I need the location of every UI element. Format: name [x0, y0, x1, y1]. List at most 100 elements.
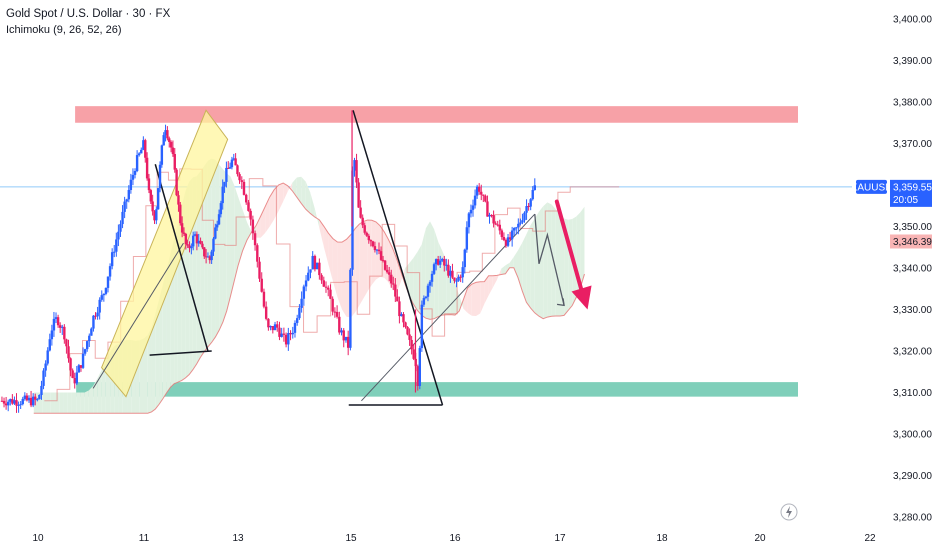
- candle-body: [420, 304, 424, 349]
- candle-body: [240, 180, 243, 182]
- candle-body: [34, 396, 37, 400]
- candle-body: [48, 339, 51, 351]
- candles-layer: [0, 110, 536, 413]
- candle-body: [100, 295, 103, 300]
- cloud-segment: [467, 284, 472, 316]
- kijun-price-tag[interactable]: [890, 234, 932, 249]
- candle-body: [96, 312, 99, 317]
- cloud-segment: [33, 392, 38, 414]
- candle-body: [513, 228, 516, 231]
- candle-body: [494, 223, 497, 225]
- candle-body: [318, 262, 321, 276]
- candle-body: [46, 350, 49, 364]
- cloud-segment: [430, 221, 435, 320]
- candle-body: [484, 195, 487, 202]
- cloud-segment: [509, 256, 514, 268]
- cloud-segment: [301, 176, 306, 210]
- last-price-tag[interactable]: [890, 179, 932, 207]
- triangle-upper-line[interactable]: [154, 164, 209, 352]
- candle-body: [168, 138, 171, 143]
- candle-body: [110, 252, 114, 267]
- forecast-path[interactable]: [534, 213, 565, 306]
- candle-body: [228, 167, 232, 169]
- replay-icon[interactable]: [780, 503, 798, 521]
- cloud-segment: [144, 334, 148, 414]
- candle-body: [394, 284, 397, 297]
- cloud-segment: [215, 159, 220, 337]
- candle-body: [504, 240, 508, 246]
- symbol-tag[interactable]: [856, 179, 887, 194]
- cloud-segment: [159, 284, 163, 405]
- candle-body: [61, 326, 64, 328]
- price-tick-label: 3,310.00: [893, 388, 932, 399]
- candle-body: [232, 158, 235, 160]
- candle-body: [441, 259, 444, 261]
- candle-body: [379, 251, 383, 260]
- candle-body: [11, 399, 14, 404]
- candle-body: [338, 316, 341, 333]
- candle-body: [15, 400, 18, 406]
- candle-body: [331, 298, 334, 312]
- triangle-base-line[interactable]: [149, 350, 212, 356]
- candle-body: [169, 142, 173, 148]
- candle-body: [38, 395, 41, 400]
- triangle-large-upper-line[interactable]: [352, 110, 444, 406]
- cloud-segment: [319, 219, 324, 248]
- time-axis: 10 11 13 15 16 17 18 20 22: [32, 533, 876, 544]
- candle-body: [502, 237, 506, 241]
- candle-body: [492, 215, 495, 224]
- candle-body: [186, 244, 189, 246]
- candle-body: [149, 190, 152, 202]
- indicator-label[interactable]: Ichimoku (9, 26, 52, 26): [6, 24, 122, 36]
- candle-body: [436, 259, 440, 265]
- candle-body: [251, 219, 255, 234]
- candle-body: [455, 280, 458, 282]
- candle-body: [260, 278, 263, 292]
- candle-body: [302, 286, 306, 299]
- candle-body: [329, 289, 332, 299]
- candle-body: [365, 232, 368, 236]
- cloud-segment: [63, 392, 68, 414]
- cloud-segment: [580, 206, 585, 288]
- candle-body: [463, 249, 466, 268]
- resistance-zone[interactable]: [75, 106, 799, 123]
- candle-body: [147, 178, 151, 191]
- candle-body: [333, 311, 337, 313]
- candle-body: [289, 333, 292, 335]
- cloud-segment: [278, 183, 284, 211]
- candle-body: [346, 336, 350, 348]
- cloud-segment: [226, 173, 231, 311]
- candle-body: [158, 164, 162, 189]
- candle-body: [71, 370, 74, 379]
- price-tick-label: 3,390.00: [893, 56, 932, 67]
- candle-body: [129, 179, 133, 190]
- candle-body: [108, 266, 112, 277]
- candle-body: [465, 227, 469, 250]
- price-tick-label: 3,280.00: [893, 513, 932, 524]
- trendline-rising-support[interactable]: [92, 242, 184, 389]
- price-axis: 3,400.003,390.003,380.003,370.003,360.00…: [852, 0, 932, 550]
- candle-body: [42, 370, 45, 386]
- bearish-arrow[interactable]: [554, 199, 586, 300]
- cloud-segment: [200, 166, 205, 358]
- candle-body: [44, 363, 47, 371]
- candle-body: [523, 212, 526, 221]
- channel-layer: [101, 109, 229, 398]
- candle-body: [313, 255, 317, 270]
- candle-body: [19, 404, 22, 406]
- candle-body: [247, 202, 250, 211]
- candle-body: [4, 403, 8, 406]
- candle-body: [6, 401, 10, 406]
- price-tick-label: 3,320.00: [893, 347, 932, 358]
- cloud-segment: [363, 219, 368, 299]
- candle-body: [236, 165, 239, 175]
- candle-body: [145, 157, 149, 179]
- cloud-segment: [328, 233, 333, 282]
- candle-body: [79, 365, 83, 368]
- cloud-segment: [484, 275, 489, 304]
- rising-channel[interactable]: [101, 109, 229, 398]
- cloud-segment: [530, 218, 535, 313]
- candle-body: [264, 306, 268, 319]
- candle-body: [206, 256, 210, 258]
